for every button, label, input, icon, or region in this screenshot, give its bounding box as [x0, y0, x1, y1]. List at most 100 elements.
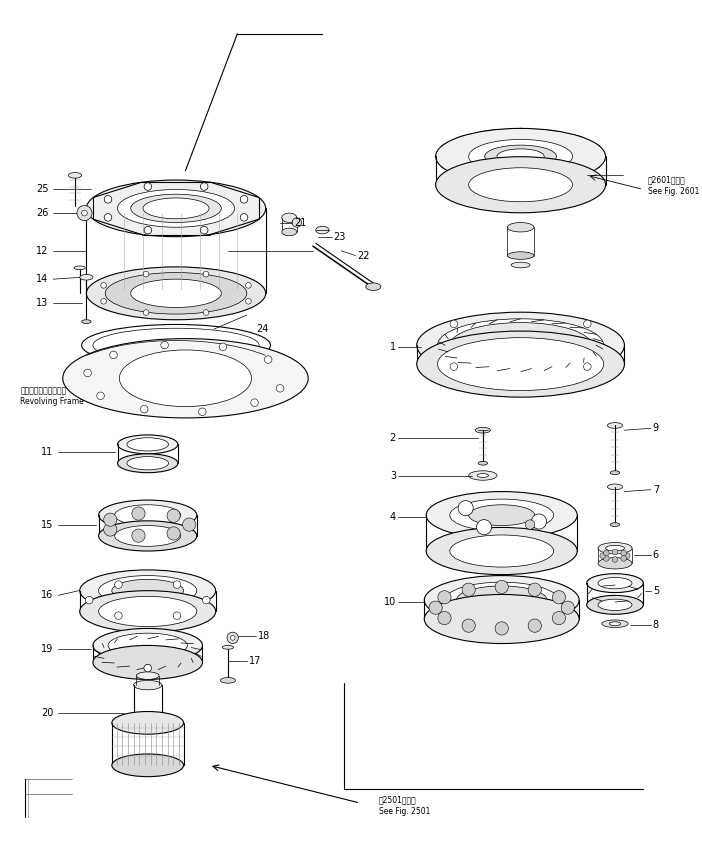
Text: 26: 26	[37, 208, 48, 218]
Circle shape	[604, 556, 609, 561]
Ellipse shape	[112, 712, 184, 734]
Ellipse shape	[80, 590, 216, 632]
Ellipse shape	[436, 128, 606, 185]
Circle shape	[201, 226, 208, 234]
Text: 17: 17	[249, 656, 261, 667]
Ellipse shape	[114, 505, 180, 525]
Circle shape	[199, 408, 206, 415]
Circle shape	[583, 320, 591, 328]
Circle shape	[114, 581, 122, 589]
Text: 15: 15	[41, 519, 53, 530]
Text: 5: 5	[653, 586, 659, 596]
Text: 8: 8	[653, 620, 659, 629]
Ellipse shape	[606, 545, 625, 551]
Text: 23: 23	[333, 231, 346, 242]
Circle shape	[144, 226, 152, 234]
Ellipse shape	[117, 190, 234, 227]
Ellipse shape	[469, 167, 573, 202]
Text: 1: 1	[390, 342, 396, 352]
Circle shape	[97, 392, 105, 400]
Ellipse shape	[497, 149, 544, 164]
Circle shape	[132, 507, 145, 520]
Circle shape	[84, 369, 91, 376]
Ellipse shape	[469, 140, 573, 173]
Ellipse shape	[475, 427, 491, 433]
Circle shape	[604, 551, 609, 556]
Circle shape	[114, 612, 122, 619]
Ellipse shape	[445, 582, 558, 618]
Ellipse shape	[127, 438, 168, 451]
Circle shape	[104, 513, 117, 526]
Text: 3: 3	[390, 471, 396, 480]
Ellipse shape	[119, 350, 251, 407]
Circle shape	[552, 590, 566, 604]
Circle shape	[462, 619, 475, 632]
Ellipse shape	[220, 677, 235, 683]
Text: 4: 4	[390, 512, 396, 522]
Circle shape	[201, 183, 208, 191]
Circle shape	[625, 553, 630, 558]
Ellipse shape	[131, 194, 221, 223]
Text: 6: 6	[653, 550, 659, 560]
Circle shape	[110, 351, 117, 359]
Circle shape	[173, 581, 180, 589]
Ellipse shape	[93, 645, 202, 680]
Circle shape	[251, 399, 258, 407]
Circle shape	[143, 271, 149, 277]
Ellipse shape	[587, 596, 643, 615]
Text: 第2601図参照: 第2601図参照	[648, 175, 686, 185]
Text: 2: 2	[390, 433, 396, 443]
Ellipse shape	[93, 629, 202, 662]
Circle shape	[203, 310, 209, 316]
Circle shape	[531, 514, 547, 529]
Ellipse shape	[610, 523, 620, 526]
Ellipse shape	[469, 505, 535, 525]
Text: 14: 14	[37, 274, 48, 284]
Circle shape	[552, 611, 566, 624]
Circle shape	[458, 500, 473, 516]
Ellipse shape	[426, 492, 577, 538]
Ellipse shape	[114, 525, 180, 546]
Circle shape	[219, 343, 227, 350]
Text: Revolving Frame: Revolving Frame	[20, 397, 84, 407]
Text: 9: 9	[653, 423, 659, 434]
Circle shape	[227, 632, 239, 643]
Ellipse shape	[437, 337, 604, 390]
Circle shape	[528, 583, 541, 596]
Circle shape	[561, 601, 574, 615]
Ellipse shape	[86, 180, 266, 237]
Ellipse shape	[484, 145, 557, 167]
Text: 24: 24	[256, 324, 269, 334]
Circle shape	[600, 553, 606, 558]
Ellipse shape	[417, 331, 625, 397]
Ellipse shape	[598, 557, 632, 569]
Text: 16: 16	[41, 590, 53, 600]
Ellipse shape	[437, 319, 604, 372]
Circle shape	[104, 196, 112, 203]
Ellipse shape	[105, 272, 247, 314]
Text: 25: 25	[36, 185, 48, 194]
Text: See Fig. 2601: See Fig. 2601	[648, 187, 699, 196]
Circle shape	[167, 527, 180, 540]
Ellipse shape	[117, 435, 178, 453]
Circle shape	[132, 529, 145, 542]
Circle shape	[450, 362, 458, 370]
Ellipse shape	[450, 499, 554, 531]
Ellipse shape	[86, 267, 266, 320]
Ellipse shape	[424, 576, 579, 624]
Circle shape	[583, 362, 591, 370]
Ellipse shape	[610, 471, 620, 474]
Circle shape	[495, 622, 508, 635]
Ellipse shape	[81, 320, 91, 323]
Circle shape	[161, 342, 168, 349]
Circle shape	[202, 596, 210, 604]
Ellipse shape	[450, 535, 554, 567]
Ellipse shape	[436, 157, 606, 212]
Circle shape	[144, 664, 152, 672]
Circle shape	[104, 213, 112, 221]
Ellipse shape	[98, 521, 197, 551]
Circle shape	[462, 583, 475, 596]
Circle shape	[240, 196, 248, 203]
Circle shape	[230, 636, 235, 640]
Circle shape	[495, 580, 508, 594]
